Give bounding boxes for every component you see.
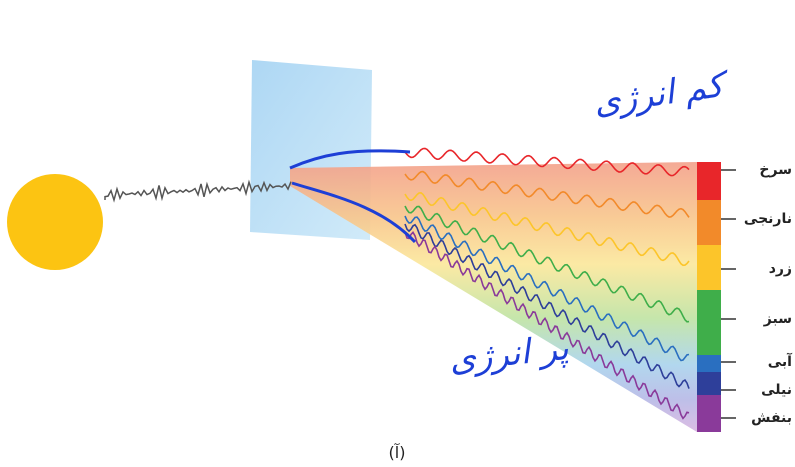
color-label: نیلی — [761, 382, 792, 398]
diagram: کم انرژی پر انرژی (آ) سرخ نارنجی زرد سبز آبی… — [0, 0, 795, 467]
sun — [7, 174, 103, 270]
color-band — [697, 290, 721, 355]
color-band — [697, 395, 721, 432]
color-label: آبی — [768, 352, 793, 370]
color-label: بنفش — [751, 410, 792, 426]
color-band — [697, 200, 721, 245]
color-bar — [697, 162, 736, 432]
color-band — [697, 245, 721, 290]
low-energy-note: کم انرژی — [591, 64, 732, 123]
high-energy-note: پر انرژی — [447, 328, 570, 380]
color-band — [697, 355, 721, 372]
color-label: نارنجی — [744, 211, 792, 227]
color-label: سبز — [763, 311, 792, 327]
color-band — [697, 162, 721, 200]
color-band — [697, 372, 721, 395]
caption: (آ) — [389, 443, 406, 462]
color-label: زرد — [769, 261, 792, 277]
color-label: سرخ — [759, 162, 792, 178]
